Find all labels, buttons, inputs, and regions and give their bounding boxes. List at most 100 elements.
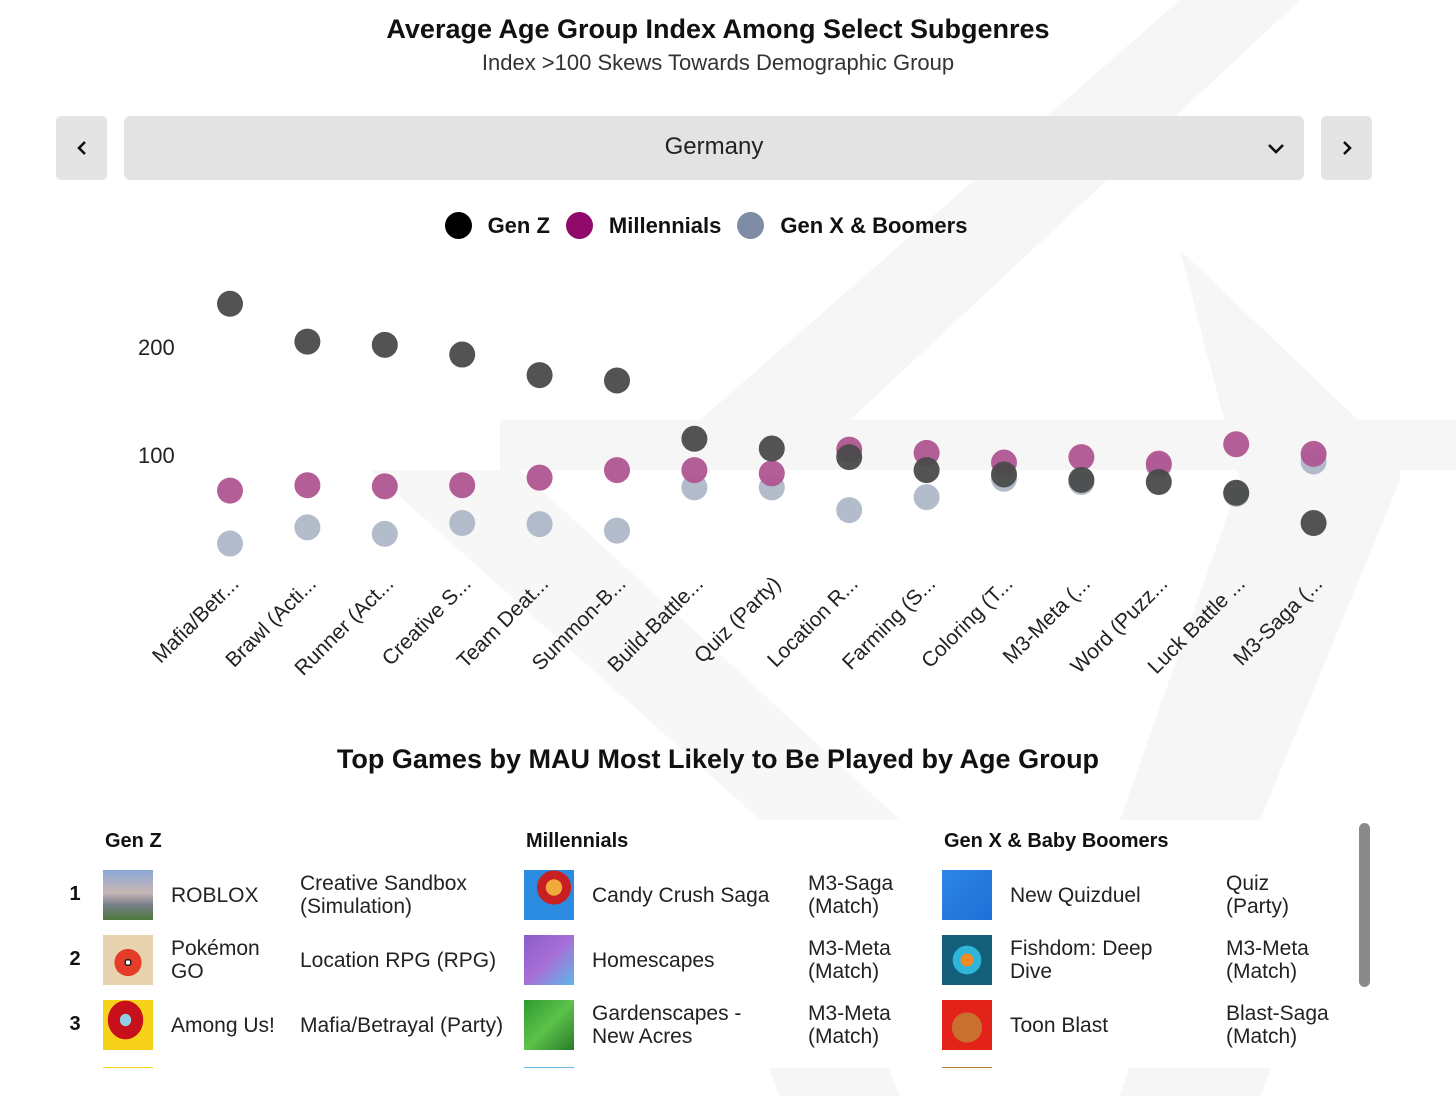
chart-legend: Gen Z Millennials Gen X & Boomers bbox=[0, 212, 1412, 239]
point-millennials-2[interactable] bbox=[371, 473, 398, 500]
rank-number: 3 bbox=[69, 1013, 81, 1035]
point-genz-2[interactable] bbox=[371, 331, 398, 358]
game-subgenre: Mafia/Betrayal (Party) bbox=[300, 1013, 504, 1037]
legend-label-genz: Gen Z bbox=[487, 212, 550, 238]
roblox-app-icon[interactable] bbox=[103, 870, 153, 920]
gardenscapes-app-icon[interactable] bbox=[524, 1000, 574, 1050]
country-dropdown-value: Germany bbox=[664, 133, 764, 160]
chevron-right-icon bbox=[1342, 141, 1352, 155]
game-name[interactable]: Toon Blast bbox=[1010, 1013, 1109, 1037]
game-row[interactable]: 2 Pokémon GO Location RPG (RPG) bbox=[60, 930, 500, 990]
top-games-table: Gen Z 1 ROBLOX Creative Sandbox (Simulation… bbox=[60, 822, 1370, 1068]
data-points bbox=[217, 290, 1327, 557]
game-subgenre: M3-Saga (Match) bbox=[808, 872, 894, 918]
point-genz-12[interactable] bbox=[1145, 469, 1172, 495]
point-genx-4[interactable] bbox=[526, 511, 553, 538]
game-name[interactable]: ROBLOX bbox=[171, 883, 259, 907]
chevron-left-icon bbox=[76, 141, 86, 155]
point-genz-13[interactable] bbox=[1223, 479, 1250, 506]
pokemon-go-app-icon[interactable] bbox=[103, 935, 153, 985]
legend-item-genz[interactable]: Gen Z bbox=[444, 212, 550, 239]
candy-crush-app-icon[interactable] bbox=[524, 870, 574, 920]
rank-number: 1 bbox=[69, 883, 81, 905]
game-name[interactable]: Candy Crush Saga bbox=[592, 883, 770, 907]
game-row[interactable]: 3 Among Us! Mafia/Betrayal (Party) bbox=[60, 995, 503, 1055]
point-millennials-3[interactable] bbox=[449, 472, 476, 499]
point-genz-10[interactable] bbox=[991, 461, 1017, 488]
point-millennials-5[interactable] bbox=[604, 457, 630, 484]
point-millennials-11[interactable] bbox=[1068, 444, 1095, 471]
legend-dot-millennials bbox=[565, 212, 593, 239]
legend-item-genx[interactable]: Gen X & Boomers bbox=[737, 212, 967, 239]
point-genx-3[interactable] bbox=[449, 510, 476, 537]
country-dropdown[interactable]: Germany bbox=[124, 116, 1304, 180]
point-millennials-4[interactable] bbox=[526, 464, 553, 491]
game-subgenre: M3-Meta (Match) bbox=[1226, 937, 1309, 983]
game-name[interactable]: Homescapes bbox=[592, 948, 715, 972]
toon-blast-app-icon[interactable] bbox=[942, 1000, 992, 1050]
game-name[interactable]: New Quizduel bbox=[1010, 883, 1141, 907]
legend-item-millennials[interactable]: Millennials bbox=[565, 212, 721, 239]
point-genx-0[interactable] bbox=[217, 530, 243, 557]
point-genx-1[interactable] bbox=[294, 514, 321, 541]
rank-number: 2 bbox=[69, 948, 81, 970]
point-genx-2[interactable] bbox=[371, 520, 398, 547]
point-millennials-7[interactable] bbox=[758, 460, 785, 487]
point-genz-14[interactable] bbox=[1300, 510, 1327, 537]
column-header: Millennials bbox=[526, 830, 629, 852]
top-games-title: Top Games by MAU Most Likely to Be Playe… bbox=[336, 744, 1100, 774]
chart-subtitle: Index >100 Skews Towards Demographic Gro… bbox=[481, 50, 955, 75]
point-genz-5[interactable] bbox=[604, 367, 630, 394]
quizduel-app-icon[interactable] bbox=[942, 870, 992, 920]
game-row[interactable]: 1 ROBLOX Creative Sandbox (Simulation) bbox=[60, 865, 500, 925]
game-row[interactable]: Homescapes M3-Meta (Match) bbox=[524, 930, 964, 990]
point-millennials-13[interactable] bbox=[1223, 431, 1250, 458]
game-name[interactable]: Fishdom: Deep Dive bbox=[1010, 937, 1153, 983]
table-scrollbar[interactable] bbox=[1359, 823, 1370, 987]
game-subgenre: Quiz (Party) bbox=[1226, 872, 1289, 918]
game-subgenre: M3-Meta (Match) bbox=[808, 1002, 891, 1048]
y-axis: 100 200 bbox=[138, 335, 175, 468]
column-header: Gen X & Baby Boomers bbox=[944, 830, 1169, 852]
legend-label-genx: Gen X & Boomers bbox=[780, 212, 968, 238]
fishdom-app-icon[interactable] bbox=[942, 935, 992, 985]
point-genz-8[interactable] bbox=[836, 444, 863, 471]
next-country-button[interactable] bbox=[1321, 116, 1372, 180]
point-millennials-0[interactable] bbox=[217, 477, 243, 504]
column-header: Gen Z bbox=[105, 830, 162, 852]
chart-title: Average Age Group Index Among Select Sub… bbox=[386, 14, 1050, 44]
y-tick-label: 200 bbox=[138, 335, 175, 360]
point-genz-3[interactable] bbox=[449, 341, 476, 368]
game-row[interactable]: Fishdom: Deep Dive M3-Meta (Match) bbox=[942, 930, 1362, 990]
among-us-app-icon[interactable] bbox=[103, 1000, 153, 1050]
game-subgenre: Location RPG (RPG) bbox=[300, 948, 497, 972]
game-name[interactable]: Among Us! bbox=[171, 1013, 275, 1037]
legend-dot-genz bbox=[444, 212, 472, 239]
point-genz-11[interactable] bbox=[1068, 466, 1095, 493]
point-millennials-1[interactable] bbox=[294, 472, 321, 499]
point-genx-8[interactable] bbox=[836, 497, 863, 524]
x-axis: Mafia/Betr...Brawl (Acti...Runner (Act..… bbox=[148, 572, 1327, 680]
game-row[interactable]: Toon Blast Blast-Saga (Match) bbox=[942, 995, 1362, 1055]
point-genx-5[interactable] bbox=[604, 517, 630, 544]
point-genz-7[interactable] bbox=[758, 435, 785, 462]
game-row[interactable]: Gardenscapes - New Acres M3-Meta (Match) bbox=[524, 995, 964, 1055]
point-millennials-12[interactable] bbox=[1145, 450, 1172, 477]
point-genz-0[interactable] bbox=[217, 290, 243, 317]
point-genz-6[interactable] bbox=[681, 425, 708, 452]
point-genz-4[interactable] bbox=[526, 362, 553, 389]
point-millennials-6[interactable] bbox=[681, 457, 708, 484]
point-genz-1[interactable] bbox=[294, 328, 321, 355]
game-row[interactable]: New Quizduel Quiz (Party) bbox=[942, 865, 1362, 925]
game-row[interactable]: Candy Crush Saga M3-Saga (Match) bbox=[524, 865, 964, 925]
previous-country-button[interactable] bbox=[56, 116, 107, 180]
game-name[interactable]: Pokémon GO bbox=[171, 937, 260, 983]
game-name[interactable]: Gardenscapes - New Acres bbox=[592, 1002, 742, 1048]
next-row-icon-partial bbox=[524, 1067, 574, 1068]
homescapes-app-icon[interactable] bbox=[524, 935, 574, 985]
point-genz-9[interactable] bbox=[913, 457, 940, 484]
point-millennials-14[interactable] bbox=[1300, 440, 1327, 467]
next-row-icon-partial bbox=[103, 1067, 153, 1068]
y-tick-label: 100 bbox=[138, 443, 175, 468]
point-genx-9[interactable] bbox=[913, 484, 940, 511]
